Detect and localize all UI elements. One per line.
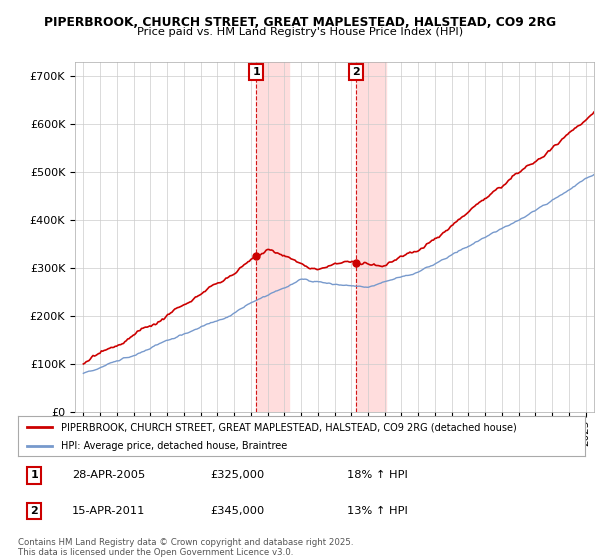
Bar bbox=[356, 62, 386, 412]
Text: 1: 1 bbox=[252, 67, 260, 77]
Text: 1: 1 bbox=[31, 470, 38, 480]
Text: 15-APR-2011: 15-APR-2011 bbox=[72, 506, 145, 516]
Text: £345,000: £345,000 bbox=[211, 506, 265, 516]
Text: HPI: Average price, detached house, Braintree: HPI: Average price, detached house, Brai… bbox=[61, 441, 287, 451]
Text: 18% ↑ HPI: 18% ↑ HPI bbox=[347, 470, 408, 480]
Bar bbox=[256, 62, 289, 412]
Text: 2: 2 bbox=[352, 67, 360, 77]
Text: PIPERBROOK, CHURCH STREET, GREAT MAPLESTEAD, HALSTEAD, CO9 2RG: PIPERBROOK, CHURCH STREET, GREAT MAPLEST… bbox=[44, 16, 556, 29]
Text: 28-APR-2005: 28-APR-2005 bbox=[72, 470, 145, 480]
Text: 13% ↑ HPI: 13% ↑ HPI bbox=[347, 506, 408, 516]
Text: Price paid vs. HM Land Registry's House Price Index (HPI): Price paid vs. HM Land Registry's House … bbox=[137, 27, 463, 37]
Text: PIPERBROOK, CHURCH STREET, GREAT MAPLESTEAD, HALSTEAD, CO9 2RG (detached house): PIPERBROOK, CHURCH STREET, GREAT MAPLEST… bbox=[61, 422, 516, 432]
Text: £325,000: £325,000 bbox=[211, 470, 265, 480]
Text: 2: 2 bbox=[31, 506, 38, 516]
Text: Contains HM Land Registry data © Crown copyright and database right 2025.
This d: Contains HM Land Registry data © Crown c… bbox=[18, 538, 353, 557]
